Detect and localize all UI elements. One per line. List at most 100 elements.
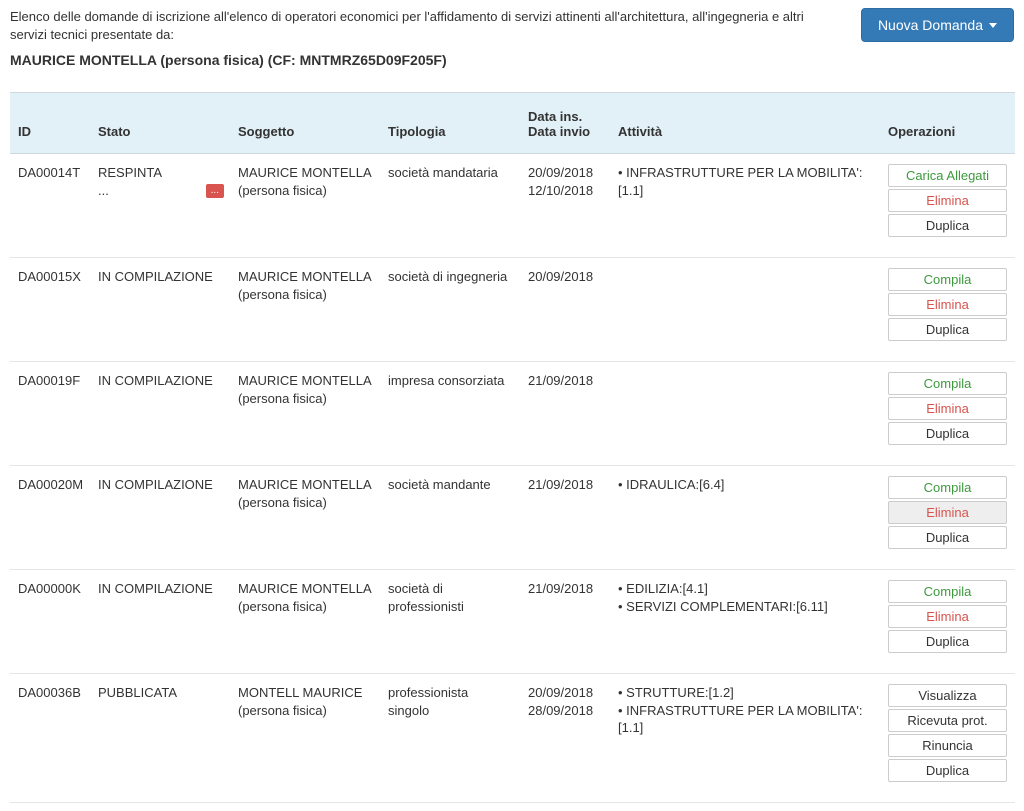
stato-text: IN COMPILAZIONE	[98, 268, 222, 286]
stato-extra: ...	[98, 182, 222, 200]
cell-stato: IN COMPILAZIONE	[90, 466, 230, 570]
cell-attivita: • STRUTTURE:[1.2]• INFRASTRUTTURE PER LA…	[610, 674, 880, 803]
cell-date: 21/09/2018	[520, 362, 610, 466]
table-row: DA00015X IN COMPILAZIONE MAURICE MONTELLA(…	[10, 258, 1015, 362]
cell-attivita	[610, 362, 880, 466]
cell-soggetto: MAURICE MONTELLA(persona fisica)	[230, 570, 380, 674]
op-rinuncia[interactable]: Rinuncia	[888, 734, 1007, 757]
cell-date: 20/09/2018	[520, 258, 610, 362]
op-compila[interactable]: Compila	[888, 476, 1007, 499]
op-duplica[interactable]: Duplica	[888, 630, 1007, 653]
requests-table: ID Stato Soggetto Tipologia Data ins. Da…	[10, 92, 1015, 803]
op-elimina[interactable]: Elimina	[888, 501, 1007, 524]
date-ins: 21/09/2018	[528, 476, 602, 494]
op-compila[interactable]: Compila	[888, 580, 1007, 603]
op-visualizza[interactable]: Visualizza	[888, 684, 1007, 707]
op-compila[interactable]: Compila	[888, 268, 1007, 291]
col-date: Data ins. Data invio	[520, 93, 610, 154]
op-duplica[interactable]: Duplica	[888, 318, 1007, 341]
soggetto-l1: MAURICE MONTELLA	[238, 580, 372, 598]
soggetto-l1: MAURICE MONTELLA	[238, 164, 372, 182]
col-date-l2: Data invio	[528, 124, 590, 139]
activity-item: • EDILIZIA:[4.1]	[618, 580, 872, 598]
op-compila[interactable]: Compila	[888, 372, 1007, 395]
cell-operazioni: Carica AllegatiEliminaDuplica	[880, 154, 1015, 258]
activity-item: • INFRASTRUTTURE PER LA MOBILITA':[1.1]	[618, 702, 872, 737]
cell-id: DA00000K	[10, 570, 90, 674]
soggetto-l2: (persona fisica)	[238, 182, 372, 200]
cell-operazioni: CompilaEliminaDuplica	[880, 362, 1015, 466]
stato-text: PUBBLICATA	[98, 684, 222, 702]
op-duplica[interactable]: Duplica	[888, 526, 1007, 549]
cell-date: 21/09/2018	[520, 570, 610, 674]
stato-text: IN COMPILAZIONE	[98, 580, 222, 598]
cell-tipologia: società mandataria	[380, 154, 520, 258]
date-ins: 21/09/2018	[528, 372, 602, 390]
col-date-l1: Data ins.	[528, 109, 582, 124]
cell-attivita	[610, 258, 880, 362]
table-row: DA00000K IN COMPILAZIONE MAURICE MONTELLA(…	[10, 570, 1015, 674]
cell-tipologia: società di professionisti	[380, 570, 520, 674]
cell-id: DA00019F	[10, 362, 90, 466]
table-row: DA00019F IN COMPILAZIONE MAURICE MONTELLA(…	[10, 362, 1015, 466]
cell-operazioni: CompilaEliminaDuplica	[880, 570, 1015, 674]
op-elimina[interactable]: Elimina	[888, 605, 1007, 628]
op-duplica[interactable]: Duplica	[888, 214, 1007, 237]
cell-id: DA00015X	[10, 258, 90, 362]
op-carica-allegati[interactable]: Carica Allegati	[888, 164, 1007, 187]
table-row: DA00036B PUBBLICATA MONTELL MAURICE(person…	[10, 674, 1015, 803]
op-elimina[interactable]: Elimina	[888, 189, 1007, 212]
page-header: Elenco delle domande di iscrizione all'e…	[10, 8, 1014, 44]
soggetto-l2: (persona fisica)	[238, 598, 372, 616]
stato-text: IN COMPILAZIONE	[98, 476, 222, 494]
cell-soggetto: MAURICE MONTELLA(persona fisica)	[230, 154, 380, 258]
cell-id: DA00014T	[10, 154, 90, 258]
col-soggetto: Soggetto	[230, 93, 380, 154]
op-ricevuta-prot-[interactable]: Ricevuta prot.	[888, 709, 1007, 732]
stato-text: IN COMPILAZIONE	[98, 372, 222, 390]
soggetto-l2: (persona fisica)	[238, 286, 372, 304]
op-elimina[interactable]: Elimina	[888, 293, 1007, 316]
cell-tipologia: impresa consorziata	[380, 362, 520, 466]
op-duplica[interactable]: Duplica	[888, 759, 1007, 782]
cell-date: 20/09/201812/10/2018	[520, 154, 610, 258]
cell-operazioni: VisualizzaRicevuta prot.RinunciaDuplica	[880, 674, 1015, 803]
soggetto-l1: MONTELL MAURICE	[238, 684, 372, 702]
stato-badge[interactable]: ...	[206, 184, 224, 198]
cell-soggetto: MAURICE MONTELLA(persona fisica)	[230, 258, 380, 362]
cell-date: 20/09/201828/09/2018	[520, 674, 610, 803]
activity-item: • IDRAULICA:[6.4]	[618, 476, 872, 494]
op-elimina[interactable]: Elimina	[888, 397, 1007, 420]
cell-date: 21/09/2018	[520, 466, 610, 570]
op-duplica[interactable]: Duplica	[888, 422, 1007, 445]
cell-operazioni: CompilaEliminaDuplica	[880, 466, 1015, 570]
table-header-row: ID Stato Soggetto Tipologia Data ins. Da…	[10, 93, 1015, 154]
subject-line: MAURICE MONTELLA (persona fisica) (CF: M…	[10, 52, 1014, 68]
new-request-button[interactable]: Nuova Domanda	[861, 8, 1014, 42]
cell-stato: IN COMPILAZIONE	[90, 570, 230, 674]
col-id: ID	[10, 93, 90, 154]
cell-stato: IN COMPILAZIONE	[90, 362, 230, 466]
date-ins: 20/09/2018	[528, 164, 602, 182]
cell-id: DA00036B	[10, 674, 90, 803]
activity-item: • STRUTTURE:[1.2]	[618, 684, 872, 702]
soggetto-l2: (persona fisica)	[238, 390, 372, 408]
cell-tipologia: professionista singolo	[380, 674, 520, 803]
col-operazioni: Operazioni	[880, 93, 1015, 154]
cell-stato: PUBBLICATA	[90, 674, 230, 803]
chevron-down-icon	[989, 23, 997, 28]
cell-operazioni: CompilaEliminaDuplica	[880, 258, 1015, 362]
cell-soggetto: MAURICE MONTELLA(persona fisica)	[230, 362, 380, 466]
table-row: DA00020MIN COMPILAZIONEMAURICE MONTELLA(…	[10, 466, 1015, 570]
activity-item: • INFRASTRUTTURE PER LA MOBILITA':[1.1]	[618, 164, 872, 199]
cell-soggetto: MAURICE MONTELLA(persona fisica)	[230, 466, 380, 570]
soggetto-l2: (persona fisica)	[238, 702, 372, 720]
date-ins: 20/09/2018	[528, 684, 602, 702]
col-attivita: Attività	[610, 93, 880, 154]
cell-attivita: • IDRAULICA:[6.4]	[610, 466, 880, 570]
cell-tipologia: società di ingegneria	[380, 258, 520, 362]
cell-attivita: • EDILIZIA:[4.1]• SERVIZI COMPLEMENTARI:…	[610, 570, 880, 674]
date-ins: 21/09/2018	[528, 580, 602, 598]
col-tipologia: Tipologia	[380, 93, 520, 154]
cell-stato: RESPINTA......	[90, 154, 230, 258]
